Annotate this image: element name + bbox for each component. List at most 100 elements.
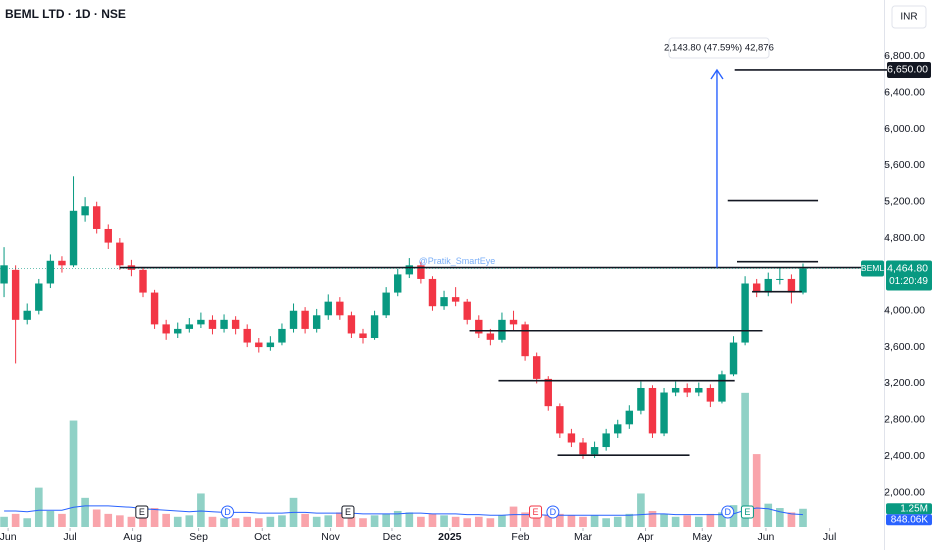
chart-title: BEML LTD · 1D · NSE [5,7,126,21]
event-marker [221,505,235,519]
watermark: @Pratik_SmartEye [419,256,496,266]
candle-body [0,265,8,284]
x-tick-label: Jun [757,531,774,543]
candle-body [312,315,321,329]
candle-body [185,324,194,329]
volume-bar [660,513,668,527]
x-tick-label: May [692,531,713,543]
event-marker [546,505,560,519]
candle-body [243,328,251,343]
volume-bar [579,516,587,527]
event-label: E [744,507,750,517]
candle-body [197,319,205,325]
candle-body [347,315,356,334]
volume-bar [776,508,784,527]
volume-tag-label: 1.25M [900,503,928,514]
last-price-tag [886,260,932,291]
y-tick-label: 6,800.00 [884,50,925,62]
candle-body [718,374,726,402]
y-tick-label: 3,200.00 [884,377,925,389]
volume-bar [440,515,448,527]
volume-bar [347,516,356,527]
volume-tag-label: 848.06K [891,514,929,525]
volume-bar [718,512,726,527]
measure-label: 2,143.80 (47.59%) 42,876 [664,42,774,53]
candle-body [46,260,55,284]
candle-body [648,387,657,434]
candle-body [579,442,587,455]
x-tick-label: Feb [511,531,529,543]
x-tick-label: Jun [0,531,17,543]
currency-label[interactable]: INR [900,12,917,23]
candle-body [405,265,414,275]
candle-body [255,342,263,348]
y-tick-label: 2,000.00 [884,486,925,498]
volume-bar [324,515,333,527]
candle-body [602,433,610,448]
volume-bar [312,516,321,527]
candle-body [231,319,240,329]
volume-bar [92,509,101,527]
volume-bar [139,512,147,527]
volume-bar [671,516,680,527]
volume-bar [637,493,645,527]
candle-body [776,278,784,280]
volume-bar [58,513,66,527]
volume-bar [370,515,379,527]
volume-bar [463,518,472,527]
candle-body [590,447,599,455]
candle-body [752,283,761,293]
candle-body [567,433,576,443]
candle-body [336,301,344,316]
volume-bar [498,515,506,527]
volume-bar [46,510,55,527]
volume-bar [509,506,518,527]
volume-bar [127,516,136,527]
volume-bar [116,515,124,527]
candle-body [764,278,772,293]
candle-body [150,292,159,325]
volume-bar [741,392,749,527]
candle-body [289,310,298,329]
candle-body [278,328,286,343]
volume-bar [0,516,8,527]
volume-bar [590,515,599,527]
candle-body [660,392,668,434]
volume-bar [474,516,483,527]
candle-body [729,342,738,375]
candle-body [475,319,483,334]
currency-box[interactable] [891,5,927,29]
volume-bar [104,513,113,527]
volume-bar [231,518,240,527]
symbol-tag [861,260,884,277]
candle-body [139,269,147,293]
y-tick-label: 5,600.00 [884,159,925,171]
volume-bar [81,497,89,527]
volume-bar [393,510,402,527]
volume-bar [648,510,657,527]
volume-bar [359,518,367,527]
volume-bar [254,518,263,527]
measure-label-box [668,37,770,59]
event-label: D [550,507,557,517]
candle-body [370,315,379,339]
y-tick-label: 4,800.00 [884,232,925,244]
candle-body [11,269,20,320]
x-tick-label: Dec [383,531,402,543]
volume-bar [486,518,495,527]
candle-body [671,387,680,393]
volume-bar [694,516,703,527]
event-label: E [139,507,145,517]
volume-bar [787,512,796,527]
volume-bar [336,512,344,527]
candle-body [69,210,78,266]
candle-body [532,356,541,379]
countdown-timer: 01:20:49 [889,276,928,287]
candle-body [521,324,529,357]
candle-body [498,319,506,340]
event-marker [740,505,754,519]
y-tick-label: 2,400.00 [884,450,925,462]
candle-body [324,301,332,316]
candle-body [451,297,460,302]
